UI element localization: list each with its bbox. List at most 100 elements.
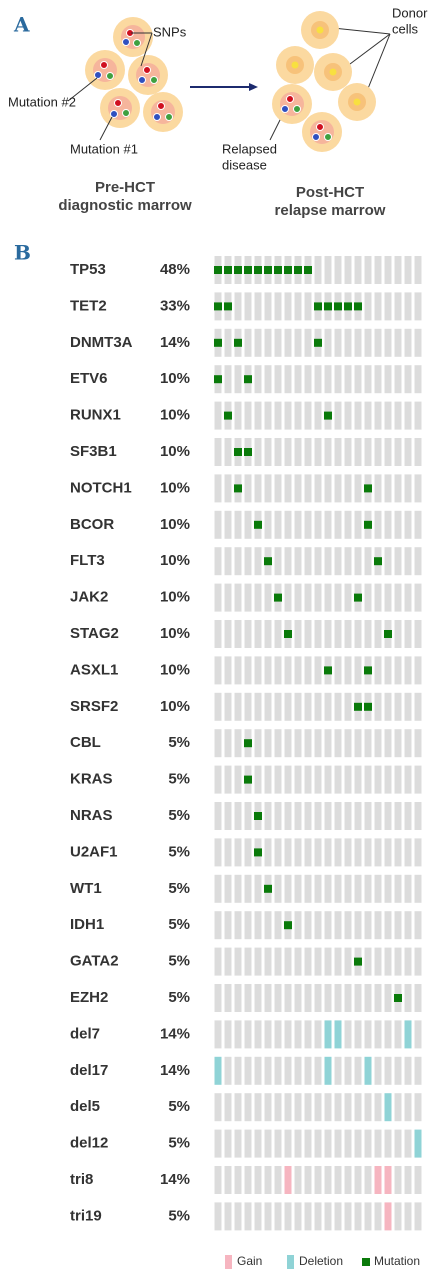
- frequency-label: 33%: [160, 297, 190, 314]
- mutation-cell: [254, 266, 262, 274]
- empty-cell: [274, 874, 282, 903]
- mutation-cell: [304, 266, 312, 274]
- empty-cell: [414, 729, 422, 758]
- frequency-label: 14%: [160, 334, 190, 351]
- empty-cell: [294, 510, 302, 539]
- mutation-cell: [234, 266, 242, 274]
- empty-cell: [244, 583, 252, 612]
- empty-cell: [254, 984, 262, 1012]
- empty-cell: [284, 547, 292, 576]
- empty-cell: [234, 292, 242, 321]
- empty-cell: [254, 365, 262, 394]
- empty-cell: [344, 1166, 352, 1194]
- empty-cell: [344, 328, 352, 357]
- empty-cell: [294, 802, 302, 830]
- empty-cell: [364, 620, 372, 648]
- empty-cell: [264, 947, 272, 976]
- empty-cell: [244, 328, 252, 357]
- empty-cell: [304, 583, 312, 612]
- empty-cell: [374, 510, 382, 539]
- empty-cell: [264, 838, 272, 867]
- empty-cell: [374, 947, 382, 976]
- empty-cell: [284, 1129, 292, 1158]
- empty-cell: [364, 765, 372, 794]
- empty-cell: [394, 838, 402, 867]
- empty-cell: [314, 874, 322, 903]
- empty-cell: [334, 1129, 342, 1158]
- empty-cell: [354, 1056, 362, 1085]
- empty-cell: [334, 438, 342, 466]
- alteration-cell: [324, 1056, 332, 1085]
- empty-cell: [214, 620, 222, 648]
- empty-cell: [214, 474, 222, 503]
- empty-cell: [394, 729, 402, 758]
- gene-label: CBL: [70, 734, 101, 751]
- empty-cell: [394, 947, 402, 976]
- empty-cell: [224, 1129, 232, 1158]
- empty-cell: [224, 656, 232, 685]
- frequency-label: 5%: [168, 989, 190, 1006]
- mutation-cell: [244, 266, 252, 274]
- empty-cell: [374, 1202, 382, 1231]
- frequency-label: 5%: [168, 880, 190, 897]
- empty-cell: [324, 947, 332, 976]
- donor-label: Donor: [392, 5, 428, 20]
- empty-cell: [374, 292, 382, 321]
- empty-cell: [394, 1056, 402, 1085]
- empty-cell: [334, 656, 342, 685]
- empty-cell: [304, 620, 312, 648]
- empty-cell: [274, 1166, 282, 1194]
- empty-cell: [304, 292, 312, 321]
- empty-cell: [364, 583, 372, 612]
- frequency-label: 5%: [168, 953, 190, 970]
- empty-cell: [334, 620, 342, 648]
- empty-cell: [264, 401, 272, 430]
- mutation-cell: [314, 338, 322, 347]
- empty-cell: [324, 620, 332, 648]
- empty-cell: [284, 510, 292, 539]
- mutation-cell: [294, 266, 302, 274]
- empty-cell: [284, 656, 292, 685]
- empty-cell: [384, 729, 392, 758]
- empty-cell: [214, 802, 222, 830]
- empty-cell: [264, 692, 272, 721]
- empty-cell: [224, 620, 232, 648]
- empty-cell: [284, 729, 292, 758]
- empty-cell: [384, 583, 392, 612]
- empty-cell: [414, 1056, 422, 1085]
- empty-cell: [344, 547, 352, 576]
- empty-cell: [344, 838, 352, 867]
- empty-cell: [244, 656, 252, 685]
- empty-cell: [324, 838, 332, 867]
- empty-cell: [254, 292, 262, 321]
- empty-cell: [394, 547, 402, 576]
- empty-cell: [334, 1093, 342, 1122]
- empty-cell: [374, 765, 382, 794]
- empty-cell: [264, 911, 272, 940]
- mutation-cell: [254, 520, 262, 529]
- empty-cell: [354, 984, 362, 1012]
- empty-cell: [224, 802, 232, 830]
- mutation-cell: [234, 448, 242, 456]
- gene-label: del7: [70, 1025, 100, 1042]
- gene-label: WT1: [70, 880, 102, 897]
- empty-cell: [344, 401, 352, 430]
- empty-cell: [224, 838, 232, 867]
- empty-cell: [224, 874, 232, 903]
- empty-cell: [274, 656, 282, 685]
- empty-cell: [224, 365, 232, 394]
- empty-cell: [384, 438, 392, 466]
- empty-cell: [314, 365, 322, 394]
- empty-cell: [214, 583, 222, 612]
- empty-cell: [254, 1056, 262, 1085]
- frequency-label: 10%: [160, 661, 190, 678]
- empty-cell: [314, 256, 322, 284]
- empty-cell: [394, 365, 402, 394]
- empty-cell: [294, 292, 302, 321]
- mutation-cell: [324, 666, 332, 675]
- empty-cell: [284, 1020, 292, 1049]
- empty-cell: [404, 1056, 412, 1085]
- mutation-label: Mutation #1: [70, 141, 138, 156]
- empty-cell: [284, 692, 292, 721]
